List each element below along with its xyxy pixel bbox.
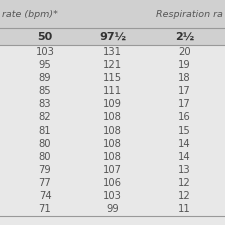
Text: 111: 111 xyxy=(103,86,122,96)
Bar xyxy=(0,28,225,45)
Bar xyxy=(0,0,225,28)
Text: 71: 71 xyxy=(39,205,51,214)
Text: 85: 85 xyxy=(39,86,51,96)
Text: 121: 121 xyxy=(103,60,122,70)
Text: 14: 14 xyxy=(178,152,191,162)
Text: 106: 106 xyxy=(103,178,122,188)
Text: Respiration ra: Respiration ra xyxy=(156,9,223,19)
Text: 109: 109 xyxy=(103,99,122,109)
Text: 99: 99 xyxy=(106,205,119,214)
Text: 95: 95 xyxy=(39,60,51,70)
Text: 12: 12 xyxy=(178,191,191,201)
Text: 107: 107 xyxy=(103,165,122,175)
Text: 82: 82 xyxy=(39,112,51,122)
Text: 108: 108 xyxy=(103,112,122,122)
Text: 83: 83 xyxy=(39,99,51,109)
Text: 131: 131 xyxy=(103,47,122,56)
Text: 80: 80 xyxy=(39,152,51,162)
Text: 79: 79 xyxy=(39,165,51,175)
Text: 12: 12 xyxy=(178,178,191,188)
Text: 19: 19 xyxy=(178,60,191,70)
Text: 15: 15 xyxy=(178,126,191,135)
Text: 74: 74 xyxy=(39,191,51,201)
Text: 14: 14 xyxy=(178,139,191,149)
Text: 81: 81 xyxy=(39,126,51,135)
Text: 89: 89 xyxy=(39,73,51,83)
Text: 13: 13 xyxy=(178,165,191,175)
Text: 17: 17 xyxy=(178,86,191,96)
Text: 108: 108 xyxy=(103,139,122,149)
Text: 50: 50 xyxy=(37,32,53,42)
Text: 20: 20 xyxy=(178,47,191,56)
Text: 97½: 97½ xyxy=(99,32,126,42)
Text: 108: 108 xyxy=(103,126,122,135)
Text: 103: 103 xyxy=(36,47,54,56)
Text: 108: 108 xyxy=(103,152,122,162)
Text: 80: 80 xyxy=(39,139,51,149)
Text: 77: 77 xyxy=(39,178,51,188)
Text: 11: 11 xyxy=(178,205,191,214)
Text: 115: 115 xyxy=(103,73,122,83)
Text: 17: 17 xyxy=(178,99,191,109)
Text: 18: 18 xyxy=(178,73,191,83)
Text: rate (bpm)*: rate (bpm)* xyxy=(2,9,58,19)
Text: 103: 103 xyxy=(103,191,122,201)
Text: 2½: 2½ xyxy=(175,32,194,42)
Text: 16: 16 xyxy=(178,112,191,122)
